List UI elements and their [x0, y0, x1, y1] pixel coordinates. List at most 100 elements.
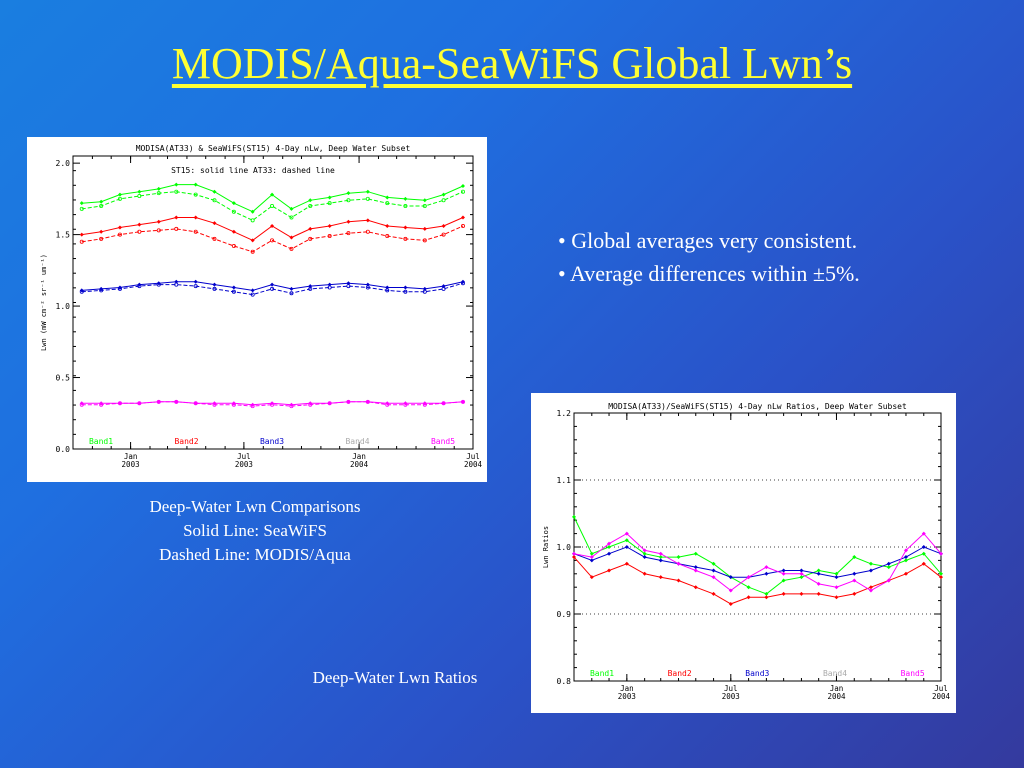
data-point-band1 — [137, 194, 142, 199]
data-point-band1 — [289, 215, 294, 220]
data-point-band5 — [403, 402, 408, 407]
data-point-band3 — [174, 282, 179, 287]
data-point-band1 — [117, 196, 122, 201]
caption-line-dashed: Dashed Line: MODIS/Aqua — [159, 545, 351, 564]
data-point-band2 — [676, 578, 681, 583]
data-point-band1 — [79, 201, 84, 206]
lwn-comparison-chart-panel: MODISA(AT33) & SeaWiFS(ST15) 4-Day nLw, … — [27, 137, 487, 482]
data-point-band2 — [799, 591, 804, 596]
data-point-band2 — [921, 561, 926, 566]
data-point-band5 — [174, 399, 179, 404]
data-point-band1 — [79, 206, 84, 211]
data-point-band3 — [886, 561, 891, 566]
data-point-band1 — [308, 198, 313, 203]
data-point-band5 — [728, 588, 733, 593]
data-point-band1 — [422, 198, 427, 203]
data-point-band1 — [156, 186, 161, 191]
data-point-band3 — [308, 284, 313, 289]
data-point-band1 — [441, 198, 446, 203]
data-point-band2 — [289, 246, 294, 251]
data-point-band1 — [642, 551, 647, 556]
y-tick-label-0: 0.8 — [557, 677, 572, 686]
x-tick-year-2: 2004 — [827, 692, 846, 701]
caption-line-solid: Solid Line: SeaWiFS — [183, 521, 327, 540]
series-line-band1-dashed — [81, 191, 464, 221]
data-point-band5 — [289, 404, 294, 409]
data-point-band5 — [589, 555, 594, 560]
y-tick-label-3: 1.1 — [557, 476, 572, 485]
y-tick-label-4: 1.2 — [557, 409, 572, 418]
data-point-band2 — [460, 215, 465, 220]
data-point-band5 — [921, 531, 926, 536]
data-point-band1 — [385, 195, 390, 200]
data-point-band3 — [460, 281, 465, 286]
data-point-band3 — [868, 568, 873, 573]
data-point-band3 — [212, 286, 217, 291]
data-point-band1 — [346, 191, 351, 196]
data-point-band1 — [174, 182, 179, 187]
legend-band4: Band4 — [345, 437, 369, 446]
data-point-band1 — [799, 575, 804, 580]
data-point-band2 — [764, 595, 769, 600]
data-point-band1 — [460, 189, 465, 194]
y-tick-label-1: 0.5 — [56, 374, 71, 383]
data-point-band1 — [746, 585, 751, 590]
data-point-band5 — [693, 568, 698, 573]
data-point-band1 — [250, 209, 255, 214]
data-point-band3 — [289, 286, 294, 291]
data-point-band1 — [193, 192, 198, 197]
data-point-band2 — [422, 226, 427, 231]
chart-annotation: ST15: solid line AT33: dashed line — [171, 166, 335, 175]
chart-title: MODISA(AT33)/SeaWiFS(ST15) 4-Day nLw Rat… — [608, 402, 907, 411]
data-point-band3 — [365, 285, 370, 290]
data-point-band5 — [624, 531, 629, 536]
data-point-band1 — [693, 551, 698, 556]
y-axis-label: Lwn (mW cm⁻² sr⁻¹ um⁻¹) — [40, 254, 48, 351]
data-point-band5 — [764, 565, 769, 570]
data-point-band2 — [99, 236, 104, 241]
data-point-band2 — [365, 229, 370, 234]
data-point-band3 — [385, 288, 390, 293]
data-point-band3 — [231, 285, 236, 290]
data-point-band1 — [868, 561, 873, 566]
x-tick-label-2: Jan — [352, 452, 366, 461]
data-point-band2 — [422, 238, 427, 243]
chart-title: MODISA(AT33) & SeaWiFS(ST15) 4-Day nLw, … — [136, 144, 411, 153]
data-point-band2 — [212, 236, 217, 241]
data-point-band5 — [193, 401, 198, 406]
data-point-band1 — [250, 218, 255, 223]
data-point-band1 — [365, 196, 370, 201]
data-point-band1 — [589, 551, 594, 556]
data-point-band1 — [156, 191, 161, 196]
data-point-band2 — [441, 232, 446, 237]
data-point-band2 — [572, 555, 576, 560]
data-point-band2 — [79, 239, 84, 244]
series-line-band3 — [573, 546, 942, 578]
data-point-band1 — [658, 555, 663, 560]
data-point-band1 — [886, 565, 891, 570]
data-point-band5 — [327, 401, 332, 406]
data-point-band3 — [99, 288, 104, 293]
data-point-band3 — [921, 545, 926, 549]
data-point-band5 — [886, 578, 891, 583]
data-point-band3 — [250, 292, 255, 297]
x-tick-year-3: 2004 — [932, 692, 951, 701]
data-point-band2 — [308, 236, 313, 241]
data-point-band1 — [231, 209, 236, 214]
series-line-band3-dashed — [81, 282, 464, 296]
data-point-band3 — [270, 282, 275, 287]
data-point-band2 — [231, 244, 236, 249]
data-point-band3 — [658, 558, 663, 563]
data-point-band3 — [624, 545, 629, 549]
data-point-band5 — [250, 404, 255, 409]
data-point-band2 — [711, 591, 716, 596]
series-line-band2-dashed — [81, 225, 464, 253]
data-point-band3 — [385, 285, 390, 290]
data-point-band1 — [193, 182, 198, 187]
data-point-band3 — [764, 571, 769, 576]
data-point-band2 — [624, 561, 629, 566]
data-point-band1 — [572, 514, 576, 519]
data-point-band2 — [852, 591, 857, 596]
data-point-band5 — [156, 399, 161, 404]
data-point-band3 — [308, 286, 313, 291]
